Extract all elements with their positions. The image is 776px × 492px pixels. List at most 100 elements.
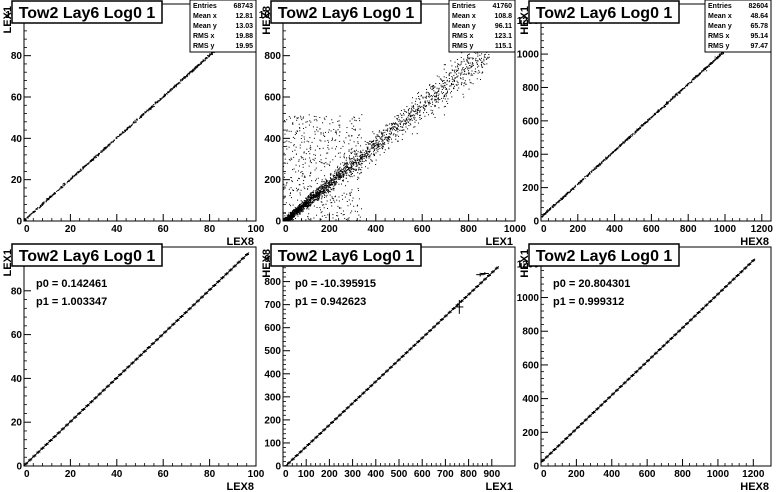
scatter-point	[287, 218, 289, 220]
scatter-point	[76, 171, 78, 173]
scatter-point	[386, 139, 388, 141]
scatter-point	[336, 199, 338, 201]
scatter-point	[333, 182, 335, 184]
y-tick-label: 1000	[259, 10, 282, 21]
scatter-point	[289, 215, 291, 217]
scatter-point	[360, 150, 362, 152]
scatter-point	[344, 152, 346, 154]
scatter-point	[406, 117, 408, 119]
scatter-point	[299, 213, 301, 215]
scatter-point	[285, 220, 287, 221]
scatter-point	[28, 215, 30, 217]
scatter-point	[318, 197, 320, 199]
scatter-point	[82, 166, 84, 168]
scatter-point	[186, 75, 188, 77]
scatter-point	[323, 193, 325, 195]
scatter-point	[192, 70, 194, 72]
scatter-point	[329, 199, 331, 201]
scatter-point	[412, 110, 414, 112]
scatter-point	[444, 93, 446, 95]
scatter-point	[591, 171, 593, 173]
scatter-point	[53, 192, 55, 194]
scatter-point	[351, 127, 353, 129]
scatter-point	[357, 141, 359, 143]
scatter-point	[292, 214, 294, 216]
scatter-point	[353, 158, 355, 160]
scatter-point	[121, 132, 123, 134]
scatter-point	[562, 196, 564, 198]
scatter-point	[598, 164, 600, 166]
scatter-point	[309, 195, 311, 197]
scatter-point	[652, 116, 654, 118]
scatter-point	[286, 219, 288, 221]
scatter-point	[49, 195, 51, 197]
scatter-point	[486, 63, 488, 65]
scatter-point	[52, 193, 54, 195]
scatter-point	[320, 192, 322, 194]
scatter-point	[284, 222, 285, 223]
scatter-point	[146, 109, 148, 111]
scatter-point	[389, 128, 391, 130]
scatter-point	[711, 62, 713, 64]
scatter-point	[671, 99, 673, 101]
scatter-point	[348, 168, 350, 170]
scatter-point	[340, 169, 342, 171]
scatter-point	[346, 161, 348, 163]
scatter-point	[399, 113, 401, 115]
scatter-point	[348, 156, 350, 158]
scatter-point	[319, 207, 321, 209]
scatter-point	[78, 171, 80, 173]
y-tick-label: 400	[264, 134, 281, 145]
scatter-point	[349, 194, 351, 196]
scatter-point	[647, 120, 649, 122]
scatter-point	[297, 199, 299, 201]
scatter-point	[305, 201, 307, 203]
scatter-point	[308, 195, 310, 197]
scatter-point	[303, 203, 305, 205]
scatter-point	[161, 97, 163, 99]
scatter-point	[353, 162, 355, 164]
scatter-point	[333, 128, 335, 130]
scatter-point	[330, 179, 332, 181]
scatter-point	[88, 163, 90, 165]
scatter-point	[456, 76, 458, 78]
scatter-point	[301, 119, 303, 121]
scatter-point	[286, 218, 288, 220]
scatter-point	[379, 148, 381, 150]
scatter-point	[37, 207, 39, 209]
scatter-point	[542, 214, 544, 216]
scatter-point	[124, 130, 126, 132]
scatter-point	[438, 87, 440, 89]
scatter-point	[433, 90, 435, 92]
scatter-point	[434, 98, 436, 100]
scatter-point	[417, 112, 419, 114]
scatter-point	[316, 190, 318, 192]
scatter-point	[623, 141, 625, 143]
scatter-point	[416, 112, 418, 114]
scatter-point	[355, 169, 357, 171]
scatter-point	[105, 146, 107, 148]
scatter-point	[351, 176, 353, 178]
scatter-point	[322, 191, 324, 193]
scatter-point	[401, 117, 403, 119]
scatter-point	[639, 126, 641, 128]
scatter-point	[638, 129, 640, 131]
stats-label: Entries	[193, 3, 217, 10]
scatter-point	[640, 125, 642, 127]
scatter-point	[431, 86, 433, 88]
scatter-point	[116, 136, 118, 138]
scatter-point	[367, 148, 369, 150]
scatter-point	[338, 178, 340, 180]
scatter-point	[470, 73, 472, 75]
scatter-point	[338, 173, 340, 175]
scatter-point	[62, 186, 64, 188]
scatter-point	[303, 132, 305, 134]
scatter-point	[342, 168, 344, 170]
scatter-point	[288, 214, 290, 216]
scatter-point	[301, 201, 303, 203]
scatter-point	[302, 204, 304, 206]
scatter-point	[74, 175, 76, 177]
scatter-point	[399, 120, 401, 122]
scatter-point	[328, 189, 330, 191]
scatter-point	[335, 175, 337, 177]
